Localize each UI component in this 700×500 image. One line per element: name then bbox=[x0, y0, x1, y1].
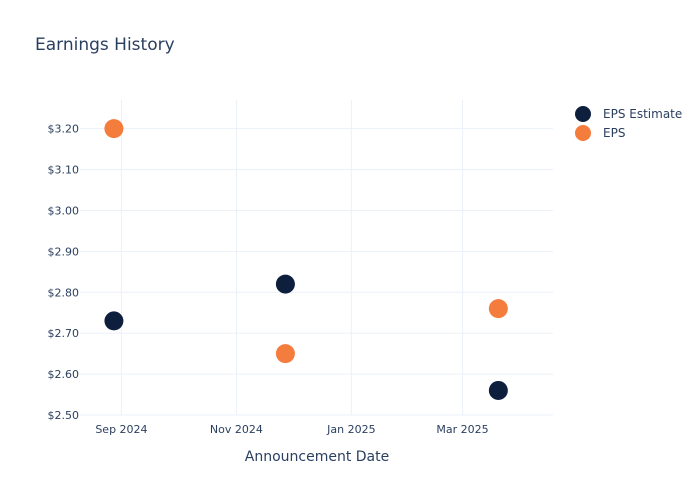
eps-estimate-point[interactable] bbox=[275, 274, 295, 294]
legend-label[interactable]: EPS bbox=[603, 126, 625, 140]
eps-point[interactable] bbox=[275, 344, 295, 364]
grid-lines bbox=[80, 100, 553, 416]
y-tick-label: $3.00 bbox=[48, 204, 80, 217]
y-tick-label: $2.70 bbox=[48, 327, 80, 340]
x-axis-title: Announcement Date bbox=[245, 449, 389, 465]
legend-marker bbox=[575, 106, 591, 122]
y-tick-label: $2.90 bbox=[48, 245, 80, 258]
x-axis-ticks: Sep 2024 Nov 2024 Jan 2025 Mar 2025 bbox=[95, 423, 488, 436]
eps-point[interactable] bbox=[104, 119, 124, 139]
data-points bbox=[104, 119, 508, 400]
y-tick-label: $3.20 bbox=[48, 123, 80, 136]
y-tick-label: $3.10 bbox=[48, 164, 80, 177]
x-tick-label: Jan 2025 bbox=[326, 423, 375, 436]
x-tick-label: Sep 2024 bbox=[95, 423, 147, 436]
legend: EPS Estimate EPS bbox=[575, 106, 682, 141]
legend-marker bbox=[575, 125, 591, 141]
y-tick-label: $2.60 bbox=[48, 368, 80, 381]
y-tick-label: $2.50 bbox=[48, 409, 80, 422]
x-tick-label: Nov 2024 bbox=[210, 423, 263, 436]
chart-title: Earnings History bbox=[35, 35, 175, 55]
legend-label[interactable]: EPS Estimate bbox=[603, 107, 682, 121]
eps-estimate-point[interactable] bbox=[488, 380, 508, 400]
y-tick-label: $2.80 bbox=[48, 286, 80, 299]
y-axis-ticks: $2.50 $2.60 $2.70 $2.80 $2.90 $3.00 $3.10 $3.20 bbox=[48, 123, 80, 422]
eps-estimate-point[interactable] bbox=[104, 311, 124, 331]
eps-point[interactable] bbox=[488, 299, 508, 319]
x-tick-label: Mar 2025 bbox=[436, 423, 488, 436]
